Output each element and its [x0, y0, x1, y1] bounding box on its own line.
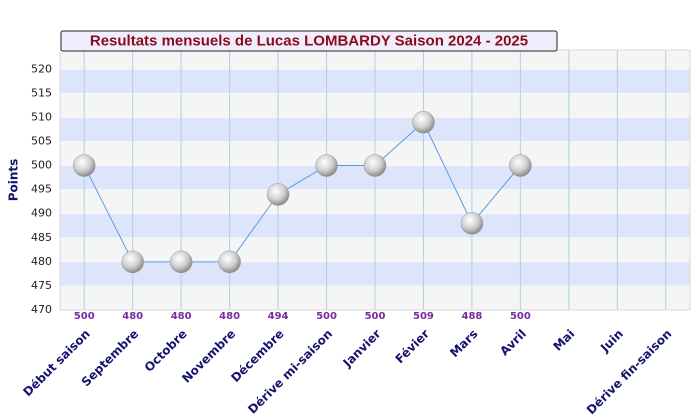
y-tick-label: 510 — [31, 110, 52, 123]
series-line — [83, 121, 521, 263]
y-tick-label: 515 — [31, 86, 52, 99]
x-tick-label: Mai — [550, 327, 577, 354]
point-marker — [363, 154, 387, 177]
value-label: 480 — [122, 311, 143, 322]
y-tick-label: 500 — [31, 159, 52, 172]
point-marker — [509, 154, 532, 177]
value-label: 500 — [365, 311, 386, 322]
point-marker — [412, 110, 435, 134]
x-tick-label: Janvier — [340, 327, 384, 371]
value-label: 500 — [316, 311, 337, 322]
y-tick-label: 480 — [31, 255, 52, 268]
point-marker — [315, 154, 338, 177]
value-label: 509 — [413, 311, 434, 322]
point-marker — [72, 154, 96, 177]
y-tick-label: 485 — [31, 231, 52, 244]
x-tick-label: Octobre — [142, 327, 190, 375]
point-marker — [169, 250, 193, 274]
y-tick-label: 520 — [31, 62, 52, 75]
value-label: 500 — [74, 311, 95, 322]
point-marker — [460, 212, 484, 235]
chart-title: Resultats mensuels de Lucas LOMBARDY Sai… — [90, 32, 528, 49]
x-tick-label: Dérive mi-saison — [245, 327, 335, 417]
y-tick-label: 475 — [31, 279, 52, 292]
point-marker — [121, 250, 144, 274]
y-tick-label: 505 — [31, 134, 52, 147]
x-tick-label: Avril — [497, 327, 529, 359]
x-tick-label: Juin — [597, 327, 626, 356]
y-axis-label: Points — [7, 159, 21, 202]
y-tick-label: 495 — [31, 183, 52, 196]
x-tick-label: Mars — [447, 327, 480, 360]
value-label: 488 — [461, 311, 482, 322]
point-marker — [266, 183, 290, 206]
value-label: 480 — [171, 311, 192, 322]
x-tick-label: Début saison — [20, 327, 92, 399]
value-label: 500 — [510, 311, 531, 322]
title-box — [60, 30, 558, 52]
point-marker — [218, 250, 241, 274]
y-tick-label: 490 — [31, 207, 52, 220]
x-tick-label: Févier — [393, 327, 433, 367]
value-label: 480 — [219, 311, 240, 322]
x-tick-label: Dérive fin-saison — [584, 327, 674, 417]
y-tick-label: 470 — [31, 303, 52, 316]
value-label: 494 — [268, 311, 289, 322]
